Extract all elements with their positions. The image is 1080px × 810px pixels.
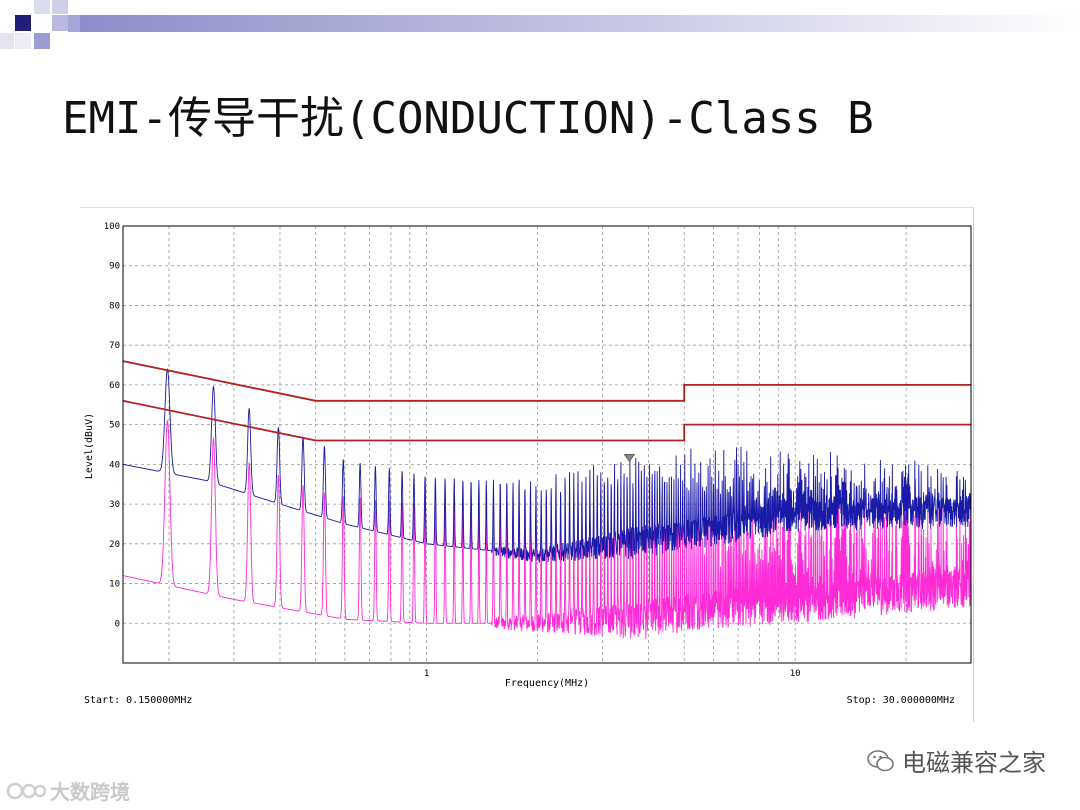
marker-group xyxy=(623,453,636,463)
slide-header-decoration xyxy=(0,0,1080,49)
stop-frequency-label: Stop: 30.000000MHz xyxy=(846,695,955,706)
peak-trace xyxy=(123,368,972,563)
peak-marker xyxy=(623,453,636,463)
x-axis-label: Frequency(MHz) xyxy=(505,678,589,689)
x-tick-labels: 1 10 xyxy=(424,669,801,679)
y-tick-labels: 0 10 20 30 40 50 60 70 80 90 100 xyxy=(104,222,120,629)
y-tick-label: 30 xyxy=(109,500,120,510)
x-tick-label: 1 xyxy=(424,669,429,679)
peak-trace-group xyxy=(123,368,972,563)
y-tick-label: 70 xyxy=(109,341,120,351)
emi-chart: 0 10 20 30 40 50 60 70 80 90 100 1 10 Level(dBuV) F… xyxy=(80,207,974,722)
slide-title: EMI-传导干扰(CONDUCTION)-Class B xyxy=(62,93,874,144)
limit-lines-group xyxy=(122,360,971,442)
watermark: 电磁兼容之家 xyxy=(866,743,1046,778)
y-tick-label: 50 xyxy=(109,421,120,431)
y-tick-label: 60 xyxy=(109,381,120,391)
y-tick-label: 100 xyxy=(104,222,120,232)
secondary-watermark: 大数跨境 xyxy=(6,776,130,805)
y-tick-label: 40 xyxy=(109,460,120,470)
watermark-text: 电磁兼容之家 xyxy=(902,749,1046,777)
y-tick-label: 90 xyxy=(109,262,120,272)
y-axis-label: Level(dBuV) xyxy=(84,413,95,479)
wechat-icon xyxy=(867,749,894,771)
average-trace xyxy=(122,419,972,639)
y-tick-label: 80 xyxy=(109,301,120,311)
y-tick-label: 10 xyxy=(109,580,120,590)
grid-lines xyxy=(123,226,971,663)
y-tick-label: 20 xyxy=(109,540,120,550)
secondary-watermark-text: 大数跨境 xyxy=(50,780,130,804)
limit-line xyxy=(122,399,971,442)
plot-border xyxy=(122,225,972,664)
start-frequency-label: Start: 0.150000MHz xyxy=(84,695,193,706)
brand-logo-icon xyxy=(6,782,46,799)
x-tick-label: 10 xyxy=(790,669,801,679)
limit-line xyxy=(122,360,971,402)
y-tick-label: 0 xyxy=(115,619,120,629)
average-trace-group xyxy=(122,419,972,639)
